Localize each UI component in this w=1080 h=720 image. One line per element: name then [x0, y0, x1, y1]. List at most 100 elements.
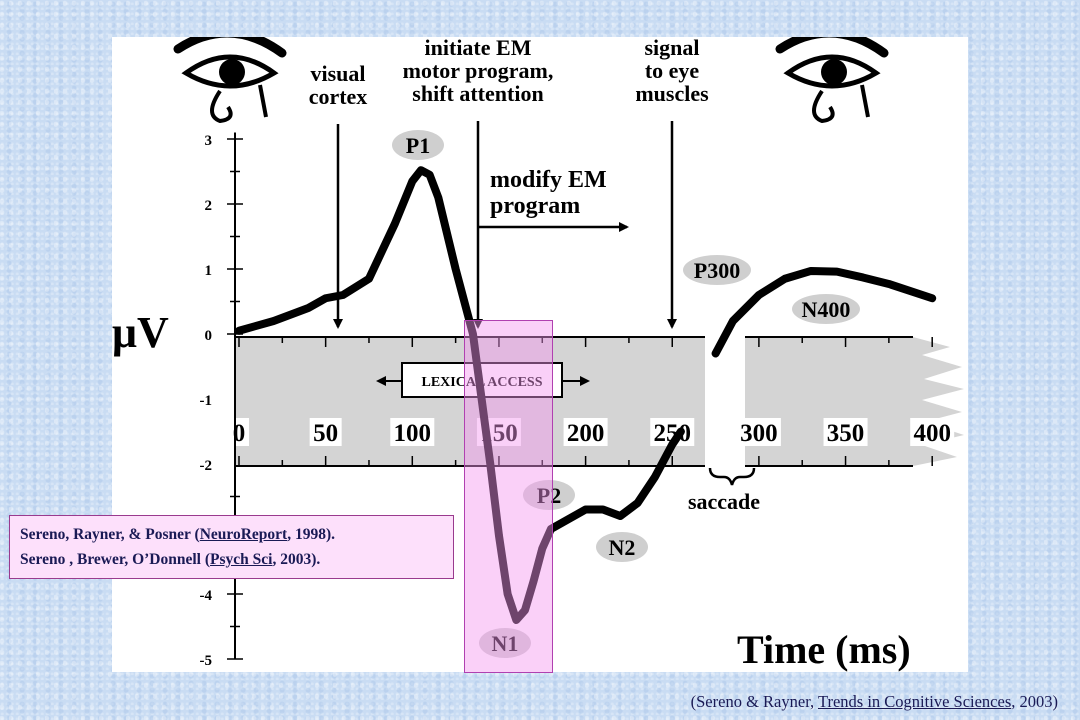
data-point	[368, 278, 370, 280]
caption-suffix: , 2003)	[1011, 692, 1058, 711]
eye-brow	[173, 37, 287, 58]
top-label-2: signal	[644, 37, 699, 60]
peak-n1-bg	[479, 628, 531, 658]
top-label-1: motor program,	[403, 58, 554, 83]
reference-box: Sereno, Rayner, & Posner (NeuroReport, 1…	[9, 515, 454, 579]
x-tick-label: 400	[913, 420, 951, 447]
y-tick-label: -1	[200, 393, 213, 409]
ref2-prefix: Sereno , Brewer, O’Donnell (	[20, 551, 211, 568]
right-eye-icon	[775, 37, 889, 124]
data-point	[541, 548, 543, 549]
data-point	[533, 580, 535, 582]
data-point	[732, 320, 734, 322]
peak-p300-label: P300	[694, 258, 740, 283]
source-caption: (Sereno & Rayner, Trends in Cognitive Sc…	[691, 692, 1058, 712]
y-tick-label: 3	[205, 133, 213, 149]
data-point	[507, 593, 509, 595]
peak-p2-label: P2	[537, 483, 561, 508]
peak-n2-label: N2	[609, 535, 636, 560]
data-point	[671, 444, 673, 445]
top-label-1: shift attention	[412, 81, 543, 106]
ref1-suffix: , 1998).	[287, 526, 336, 543]
modify-label: modify EM	[490, 167, 607, 193]
left-eye-icon	[173, 37, 287, 124]
x-tick-label: 300	[740, 420, 778, 447]
series-group	[235, 166, 937, 624]
ref1-journal-link[interactable]: NeuroReport	[199, 526, 288, 543]
data-point	[810, 270, 812, 272]
data-point	[481, 398, 483, 400]
ref1-prefix: Sereno, Rayner, & Posner (	[20, 526, 200, 543]
data-point	[550, 528, 552, 530]
peak-n1-label: N1	[492, 631, 519, 656]
erp-chart: 0 50 100 150 200 250 300 350 400 LEXICAL ACCESS 3…	[112, 37, 968, 672]
y-tick-label: 1	[205, 263, 213, 279]
y-tick-label: -5	[200, 653, 213, 669]
data-point	[784, 278, 786, 280]
top-label-2: muscles	[635, 81, 709, 106]
data-point	[758, 294, 760, 296]
y-tick-label: -2	[200, 458, 213, 474]
data-point	[888, 283, 890, 285]
data-point	[325, 297, 327, 299]
data-point	[238, 330, 240, 332]
data-point	[602, 509, 604, 510]
n1-highlight	[464, 320, 553, 673]
x-tick-label: 200	[567, 420, 605, 447]
peak-p300-bg	[683, 255, 751, 285]
x-axis-label: Time (ms)	[737, 627, 911, 672]
data-point	[836, 271, 838, 273]
x-tick-label-bg	[390, 418, 435, 446]
data-point	[654, 476, 656, 478]
modify-label: program	[490, 193, 580, 219]
x-tick-label: 50	[313, 420, 338, 447]
top-label-2: to eye	[645, 58, 700, 83]
data-point	[437, 197, 439, 198]
eye-tear	[258, 84, 268, 118]
data-point	[429, 174, 431, 176]
x-tick-label: 350	[827, 420, 865, 447]
eye-pupil	[821, 59, 847, 85]
eye-tear	[860, 84, 870, 118]
data-point	[342, 294, 344, 296]
ref2-suffix: , 2003).	[272, 551, 321, 568]
data-point	[455, 268, 457, 270]
data-point	[489, 463, 491, 465]
data-point	[472, 333, 474, 335]
data-point	[498, 535, 500, 536]
x-tick-label-bg	[823, 418, 868, 446]
data-point	[524, 609, 526, 611]
data-point	[567, 518, 569, 520]
x-tick-label-bg	[910, 418, 955, 446]
data-point	[515, 619, 517, 621]
x-tick-label-bg	[563, 418, 608, 446]
x-tick-label-bg	[309, 418, 342, 446]
saccade-label: saccade	[688, 489, 760, 514]
data-point	[680, 431, 682, 432]
x-tick-label-bg	[736, 418, 781, 446]
ref2-journal-link[interactable]: Psych Sci	[210, 551, 273, 568]
eye-tail	[812, 89, 835, 124]
data-point	[411, 180, 413, 182]
caption-prefix: (Sereno & Rayner,	[690, 692, 818, 711]
series-line-0	[235, 166, 685, 624]
top-label-0: cortex	[309, 84, 368, 109]
y-tick-label: 0	[205, 328, 213, 344]
data-point	[619, 515, 621, 517]
peak-n2-bg	[596, 532, 648, 562]
data-point	[420, 169, 422, 171]
caption-journal-link[interactable]: Trends in Cognitive Sciences	[817, 692, 1012, 711]
y-tick-label: -4	[200, 588, 213, 604]
peak-n400-label: N400	[802, 297, 851, 322]
data-point	[585, 509, 587, 510]
eye-tail	[210, 89, 233, 124]
data-point	[715, 353, 717, 354]
reference-line-1: Sereno, Rayner, & Posner (NeuroReport, 1…	[20, 522, 443, 547]
eye-brow	[775, 37, 889, 58]
top-label-0: visual	[310, 61, 365, 86]
data-point	[637, 502, 639, 504]
